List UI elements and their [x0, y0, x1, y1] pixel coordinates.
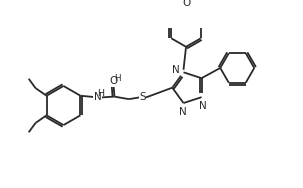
Text: O: O — [109, 76, 118, 86]
Text: S: S — [139, 92, 146, 102]
Text: H: H — [97, 89, 104, 98]
Text: N: N — [94, 92, 101, 102]
Text: N: N — [172, 65, 180, 75]
Text: O: O — [182, 0, 190, 8]
Text: H: H — [114, 74, 120, 83]
Text: N: N — [179, 107, 187, 117]
Text: N: N — [198, 101, 206, 111]
